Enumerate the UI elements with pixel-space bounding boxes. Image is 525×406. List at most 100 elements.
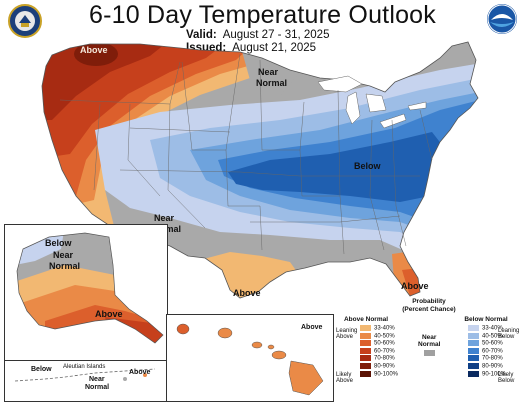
legend-likely-below: Likely Below — [498, 372, 514, 384]
legend-likely-above: Likely Above — [336, 372, 353, 384]
legend-above-range-label: 90-100% — [374, 371, 399, 378]
legend-above-row: 50-60% — [360, 340, 398, 348]
alaska-label-near-2: Normal — [49, 261, 81, 271]
aleutian-label-near-1: Near — [89, 376, 105, 383]
legend-below-swatch — [468, 325, 479, 331]
legend-below-range-label: 90-100% — [482, 371, 507, 378]
legend-below-row: 90-100% — [468, 370, 507, 379]
legend-title-1: Probability — [412, 298, 446, 305]
legend-above-swatch — [360, 332, 371, 339]
valid-label: Valid: — [186, 29, 217, 41]
lake-superior — [317, 75, 363, 93]
legend-below-row: 60-70% — [468, 347, 506, 356]
issued-value: August 21, 2025 — [232, 42, 317, 54]
legend-leaning-above: Leaning Above — [336, 328, 357, 340]
aleutian-label-above: Above — [129, 369, 151, 376]
legend-above-swatch — [360, 355, 371, 362]
legend-above-range-label: 80-90% — [374, 363, 395, 370]
legend-below-range-label: 60-70% — [482, 348, 503, 355]
legend-above-swatch — [360, 325, 371, 331]
legend-above-row: 70-80% — [360, 355, 398, 363]
alaska-map — [16, 232, 164, 344]
lake-ontario — [407, 101, 427, 111]
valid-dates: Valid: August 27 - 31, 2025 — [186, 29, 329, 41]
hawaii-map — [176, 323, 324, 396]
legend-leaning-above-1: Leaning — [336, 328, 358, 334]
legend-leaning-below: Leaning Below — [498, 328, 519, 340]
legend-above-row: 60-70% — [360, 347, 398, 356]
legend-below-row: 70-80% — [468, 355, 506, 363]
lake-michigan — [345, 91, 361, 125]
hawaii-label-above: Above — [301, 324, 323, 331]
aleutian-map — [14, 368, 156, 382]
legend-below-range-label: 40-50% — [482, 333, 503, 340]
legend-leaning-above-2: Above — [336, 334, 354, 340]
legend-above-swatch — [360, 370, 371, 377]
alaska-label-near-1: Near — [53, 250, 74, 260]
legend-below-swatches: 33-40% 40-50% 50-60% 60-70% 70-80% 80-90% 90-1… — [468, 325, 506, 378]
legend: Probability (Percent Chance) Above Norma… — [336, 298, 522, 402]
aleutian-islands-label: Aleutian Islands — [63, 364, 106, 370]
lake-erie — [379, 113, 407, 129]
legend-below-swatch — [468, 347, 479, 354]
aleutian-label-near-2: Normal — [85, 384, 110, 391]
legend-title-2: (Percent Chance) — [402, 306, 456, 313]
legend-likely-below-1: Likely — [498, 372, 514, 378]
aleutian-label-below: Below — [31, 366, 52, 373]
legend-leaning-below-2: Below — [498, 334, 515, 340]
label-near-normal-southwest-1: Near — [154, 213, 175, 223]
legend-above-swatches: 33-40% 40-50% 50-60% 60-70% 70-80% 80-90% 90-1… — [360, 325, 398, 378]
label-above-texas: Above — [233, 288, 261, 298]
label-near-normal-north-2: Normal — [256, 78, 288, 88]
valid-value: August 27 - 31, 2025 — [222, 29, 330, 41]
hawaii-inset: Above — [166, 314, 334, 402]
legend-near-head-1: Near — [421, 334, 437, 341]
legend-likely-below-2: Below — [498, 378, 515, 384]
legend-above-range-label: 60-70% — [374, 348, 395, 355]
legend-above-range-label: 70-80% — [374, 355, 395, 362]
lake-huron — [365, 93, 387, 113]
legend-below-swatch — [468, 355, 479, 362]
legend-above-swatch — [360, 347, 371, 354]
alaska-inset: Below Near Normal Above — [4, 224, 168, 362]
state-boundaries — [59, 53, 433, 255]
legend-near-head-2: Normal — [418, 341, 441, 348]
legend-below-swatch — [468, 340, 479, 347]
alaska-label-above: Above — [95, 309, 123, 319]
legend-above-range-label: 40-50% — [374, 333, 395, 340]
below-70-80-band — [228, 132, 448, 202]
legend-leaning-below-1: Leaning — [498, 328, 520, 334]
legend-above-row: 33-40% — [360, 325, 398, 333]
legend-below-swatch — [468, 332, 479, 339]
legend-above-head: Above Normal — [343, 316, 389, 323]
page-title: 6-10 Day Temperature Outlook — [89, 1, 436, 29]
label-near-normal-north-1: Near — [258, 67, 279, 77]
alaska-label-below: Below — [45, 238, 72, 248]
legend-below-row: 33-40% — [468, 325, 506, 333]
aleutian-inset: Aleutian Islands Below Above Near Normal — [4, 360, 168, 402]
label-above-florida: Above — [401, 281, 429, 291]
legend-below-row: 40-50% — [468, 332, 506, 341]
legend-below-range-label: 33-40% — [482, 325, 503, 332]
legend-above-swatch — [360, 340, 371, 347]
legend-above-row: 80-90% — [360, 362, 398, 371]
legend-above-range-label: 33-40% — [374, 325, 395, 332]
label-above-northwest: Above — [80, 45, 108, 55]
legend-below-row: 50-60% — [468, 340, 506, 348]
label-below-center: Below — [354, 161, 381, 171]
legend-below-row: 80-90% — [468, 362, 506, 371]
above-80-90-core — [74, 42, 118, 66]
legend-below-head: Below Normal — [464, 316, 508, 323]
legend-above-swatch — [360, 362, 371, 369]
legend-below-range-label: 50-60% — [482, 340, 503, 347]
legend-near-swatch — [423, 350, 435, 356]
legend-likely-above-1: Likely — [336, 372, 352, 378]
legend-above-row: 40-50% — [360, 332, 398, 341]
legend-below-swatch — [468, 370, 479, 377]
legend-near-normal: Near Normal — [418, 334, 440, 356]
noaa-logo-icon — [487, 4, 517, 34]
legend-below-range-label: 80-90% — [482, 363, 503, 370]
legend-below-range-label: 70-80% — [482, 355, 503, 362]
legend-above-row: 90-100% — [360, 370, 399, 379]
legend-likely-above-2: Above — [336, 378, 354, 384]
